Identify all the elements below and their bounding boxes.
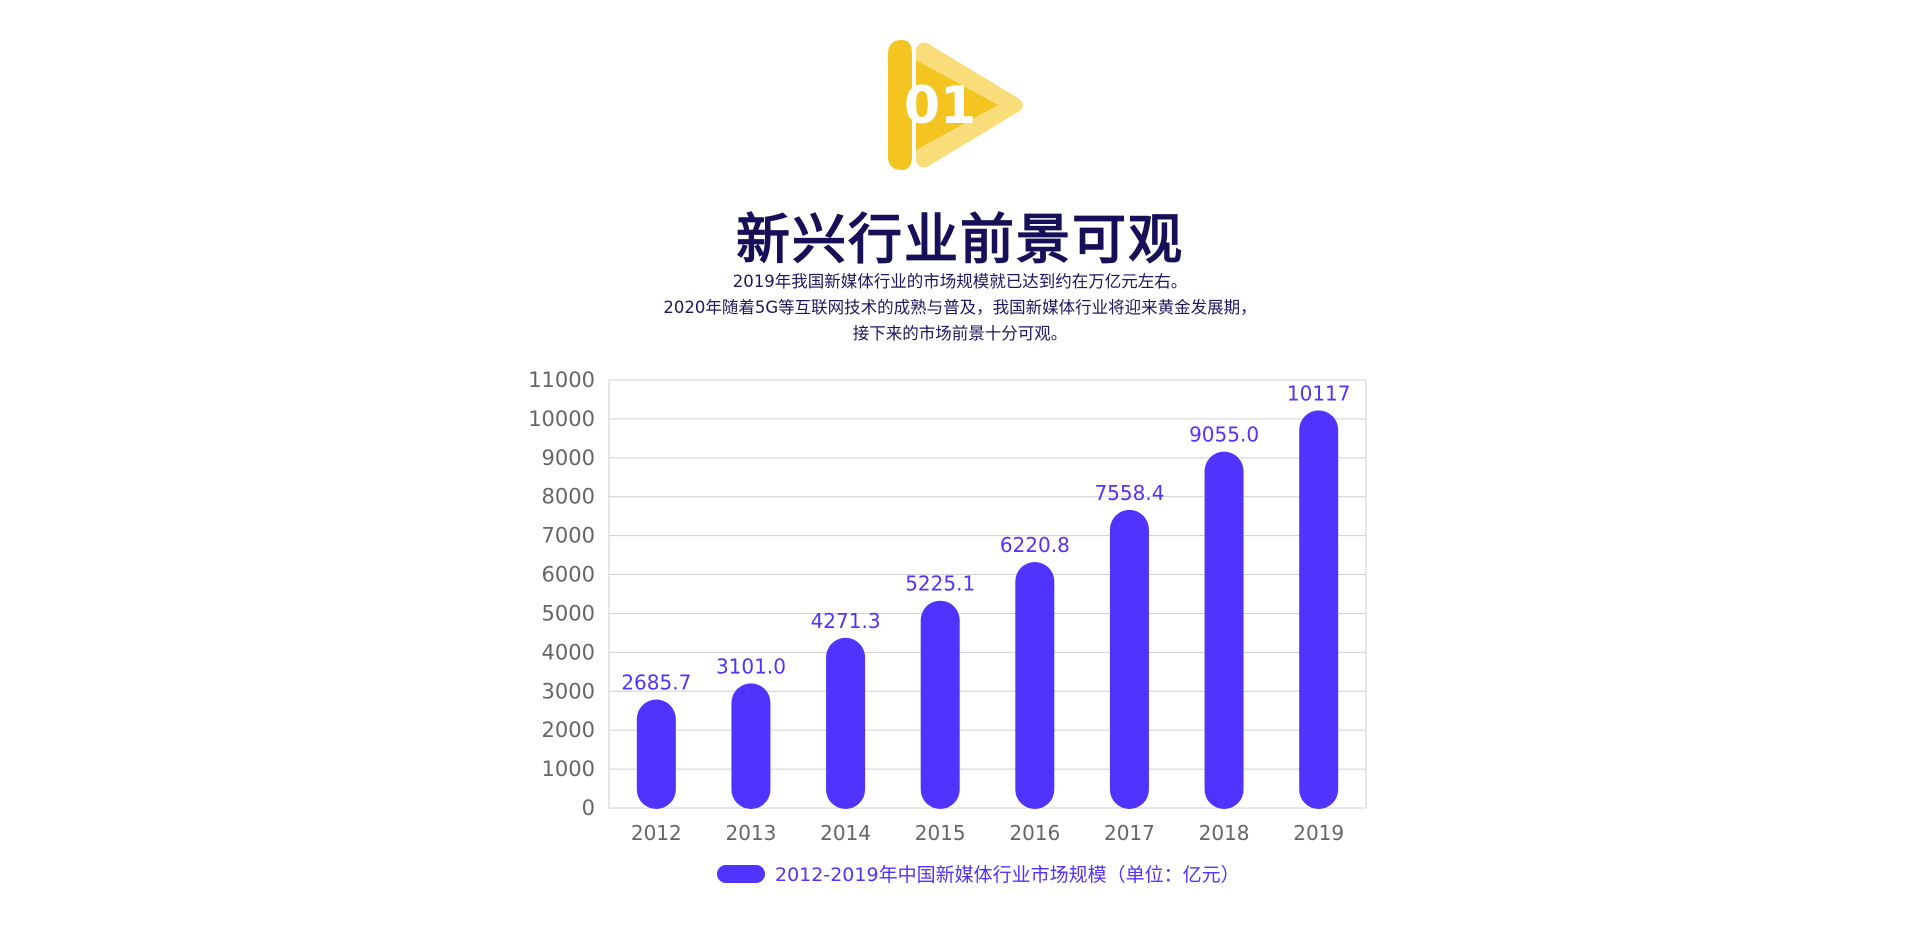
value-label: 2685.7 (621, 671, 691, 695)
value-label: 4271.3 (811, 609, 881, 633)
bar-2017 (1109, 509, 1149, 809)
x-tick-label: 2019 (1293, 821, 1344, 845)
value-label: 6220.8 (1000, 533, 1070, 557)
legend-label: 2012-2019年中国新媒体行业市场规模（单位：亿元） (775, 864, 1240, 886)
value-label: 5225.1 (905, 572, 975, 596)
x-tick-label: 2017 (1104, 821, 1155, 845)
badge-number: 01 (904, 76, 976, 136)
x-tick-label: 2012 (631, 821, 682, 845)
y-tick-label: 0 (582, 796, 595, 820)
y-tick-label: 7000 (542, 524, 595, 548)
value-label: 10117 (1287, 381, 1351, 405)
bar-2012 (636, 699, 676, 809)
section-number-badge: 01 (888, 40, 1023, 170)
x-tick-label: 2018 (1199, 821, 1250, 845)
y-tick-label: 5000 (542, 601, 595, 625)
bar-2014 (826, 637, 866, 809)
y-tick-label: 3000 (542, 679, 595, 703)
y-tick-label: 1000 (542, 757, 595, 781)
y-tick-label: 8000 (542, 485, 595, 509)
chart-legend: 2012-2019年中国新媒体行业市场规模（单位：亿元） (717, 860, 1240, 887)
description-line-3: 接下来的市场前景十分可观。 (852, 324, 1068, 343)
page-title: 新兴行业前景可观 (736, 208, 1184, 271)
y-tick-label: 6000 (542, 563, 595, 587)
bar-2015 (920, 600, 960, 809)
value-label: 3101.0 (716, 654, 786, 678)
y-tick-label: 4000 (542, 640, 595, 664)
value-label: 7558.4 (1094, 481, 1164, 505)
x-tick-label: 2016 (1009, 821, 1060, 845)
bar-2013 (731, 683, 771, 809)
y-tick-label: 9000 (542, 446, 595, 470)
value-label: 9055.0 (1189, 423, 1259, 447)
x-tick-label: 2015 (915, 821, 966, 845)
bar-2016 (1015, 561, 1055, 809)
description-line-2: 2020年随着5G等互联网技术的成熟与普及，我国新媒体行业将迎来黄金发展期， (663, 298, 1257, 317)
description-line-1: 2019年我国新媒体行业的市场规模就已达到约在万亿元左右。 (732, 272, 1188, 291)
y-tick-label: 2000 (542, 718, 595, 742)
bar-2018 (1204, 451, 1244, 809)
y-tick-label: 11000 (528, 368, 595, 392)
y-tick-label: 10000 (528, 407, 595, 431)
x-tick-label: 2013 (725, 821, 776, 845)
bar-2019 (1299, 410, 1339, 809)
legend-swatch (717, 864, 765, 883)
x-tick-label: 2014 (820, 821, 871, 845)
